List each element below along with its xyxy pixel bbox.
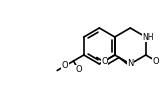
Text: O: O — [75, 65, 82, 74]
Text: O: O — [153, 56, 159, 66]
Text: O: O — [62, 61, 68, 70]
Text: N: N — [127, 60, 133, 69]
Text: O: O — [101, 56, 108, 66]
Text: NH: NH — [142, 32, 153, 41]
